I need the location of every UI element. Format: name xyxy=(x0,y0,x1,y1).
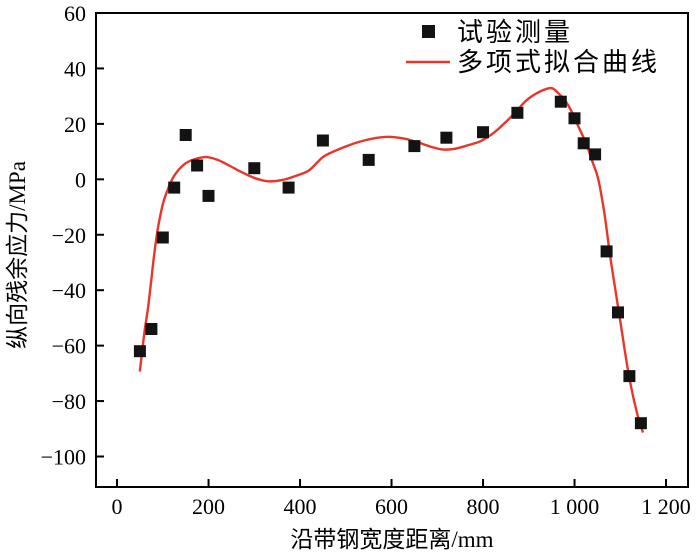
x-tick-label: 1 200 xyxy=(641,494,691,519)
y-tick-label: −80 xyxy=(52,389,86,414)
data-point xyxy=(179,129,192,141)
x-tick-label: 400 xyxy=(284,494,317,519)
y-tick-label: −20 xyxy=(52,223,86,248)
x-axis-ticks: 0 200 400 600 800 1 000 1 200 xyxy=(112,479,691,519)
legend-label-fit-curve: 多项式拟合曲线 xyxy=(457,48,660,77)
data-point xyxy=(282,181,295,194)
data-point xyxy=(248,162,261,175)
y-tick-label: 40 xyxy=(64,56,86,81)
data-point xyxy=(511,106,524,119)
data-point xyxy=(191,159,204,172)
x-tick-label: 1 000 xyxy=(550,494,600,519)
x-tick-label: 0 xyxy=(112,494,123,519)
y-tick-label: 0 xyxy=(75,167,86,192)
data-point xyxy=(156,231,169,244)
data-point xyxy=(568,112,581,125)
legend-label-measurement: 试验测量 xyxy=(457,18,573,47)
x-tick-label: 800 xyxy=(467,494,500,519)
data-point xyxy=(408,140,421,153)
y-tick-label: −40 xyxy=(52,278,86,303)
y-tick-label: 60 xyxy=(64,1,86,26)
scatter-points xyxy=(133,95,647,430)
data-point xyxy=(600,245,613,258)
data-point xyxy=(577,137,590,150)
legend-square-marker xyxy=(422,25,435,38)
y-axis-title: 纵向残余应力/MPa xyxy=(5,161,30,349)
data-point xyxy=(440,131,453,144)
plot-border xyxy=(95,12,689,488)
data-point xyxy=(634,417,647,430)
data-point xyxy=(168,181,181,194)
data-point xyxy=(623,370,636,383)
legend: 试验测量 多项式拟合曲线 xyxy=(406,18,660,77)
data-point xyxy=(589,148,602,161)
x-tick-label: 200 xyxy=(192,494,225,519)
data-point xyxy=(477,126,489,139)
y-tick-label: −60 xyxy=(52,334,86,359)
y-axis-ticks: 60 40 20 0 −20 −40 −60 −80 −100 xyxy=(41,1,104,470)
x-tick-label: 600 xyxy=(375,494,408,519)
y-tick-label: −100 xyxy=(41,445,86,470)
data-point xyxy=(133,345,146,358)
data-point xyxy=(362,153,375,166)
data-point xyxy=(554,95,567,108)
x-axis-title: 沿带钢宽度距离/mm xyxy=(290,527,493,552)
data-point xyxy=(612,306,624,319)
data-point xyxy=(316,134,329,147)
fitted-curve-path xyxy=(138,86,644,433)
y-tick-label: 20 xyxy=(64,112,86,137)
data-point xyxy=(202,189,215,202)
data-point xyxy=(145,323,158,335)
